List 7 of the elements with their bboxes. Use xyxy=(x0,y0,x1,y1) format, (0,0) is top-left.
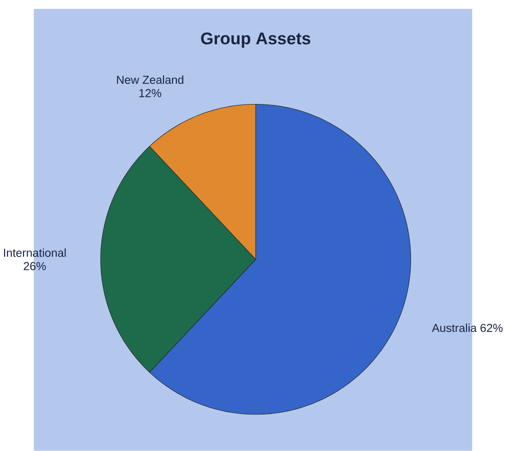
data-label: 12% xyxy=(139,89,162,98)
slice-label: Australia xyxy=(432,324,477,332)
data-label: 62% xyxy=(480,324,503,332)
slice-label: International xyxy=(4,248,66,257)
slice-label: New Zealand xyxy=(117,75,184,84)
data-label: 26% xyxy=(24,262,46,270)
chart-title: Group Assets xyxy=(201,32,310,48)
